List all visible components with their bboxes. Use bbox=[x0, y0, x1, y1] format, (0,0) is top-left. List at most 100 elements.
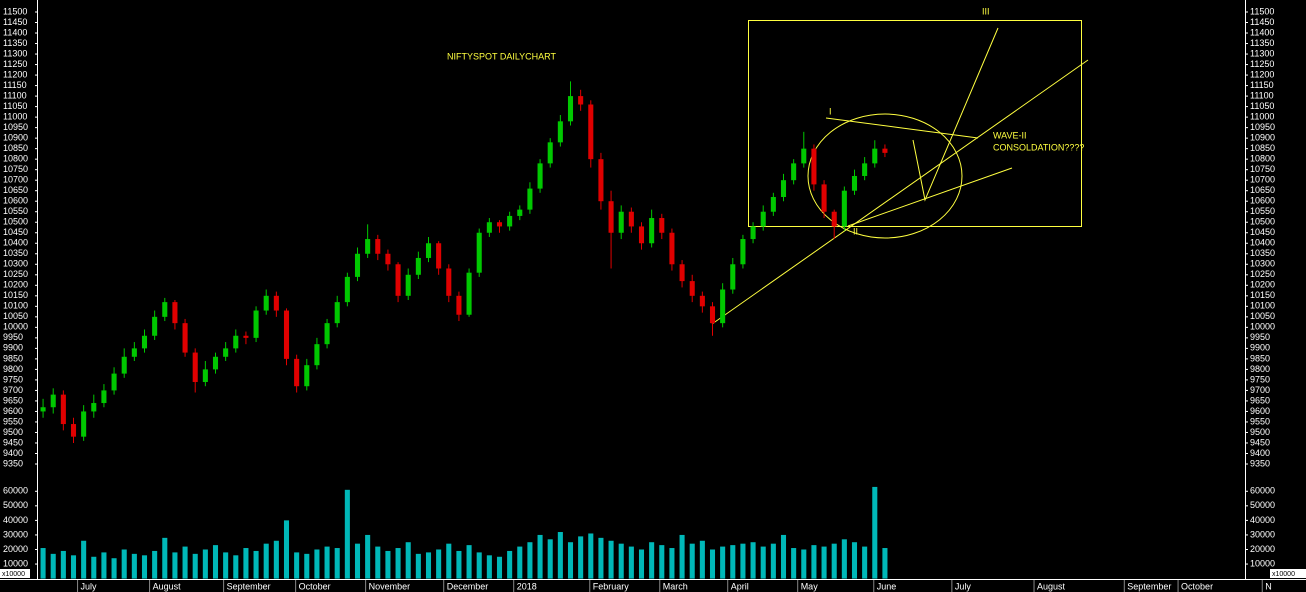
y-tick-label: 9600 bbox=[1250, 406, 1270, 416]
volume-bar bbox=[882, 548, 888, 579]
volume-bar bbox=[294, 552, 300, 579]
annotation-ellipse bbox=[807, 113, 963, 239]
annotation-note: WAVE-II bbox=[993, 130, 1027, 140]
volume-bar bbox=[638, 549, 645, 579]
y-tick-label: 9900 bbox=[1250, 343, 1270, 353]
volume-bar bbox=[436, 549, 442, 579]
y-tick-label: 10650 bbox=[1250, 185, 1275, 195]
volume-bar bbox=[750, 542, 756, 579]
volume-bar bbox=[466, 545, 472, 579]
y2-tick-label: 20000 bbox=[1250, 544, 1275, 554]
candle-body bbox=[557, 121, 563, 143]
y-tick-label: 11100 bbox=[1250, 90, 1274, 100]
x-tick-label: August bbox=[1037, 581, 1066, 591]
candle-body bbox=[294, 358, 300, 387]
y-tick-label: 10150 bbox=[3, 290, 28, 300]
volume-bar bbox=[273, 540, 279, 579]
volume-bar bbox=[507, 550, 513, 579]
candle-body bbox=[375, 239, 381, 254]
volume-bar bbox=[81, 540, 87, 579]
candle-body bbox=[334, 302, 340, 324]
candle-body bbox=[395, 264, 401, 296]
volume-bar bbox=[699, 540, 705, 579]
candle-body bbox=[699, 295, 705, 307]
y-tick-label: 10100 bbox=[1250, 301, 1275, 311]
candle-body bbox=[263, 295, 269, 311]
volume-bar bbox=[283, 520, 290, 579]
y-tick-label: 10950 bbox=[1250, 122, 1275, 132]
candle-body bbox=[121, 356, 127, 374]
volume-bar bbox=[780, 534, 787, 579]
volume-bar bbox=[263, 543, 269, 579]
y-tick-label: 11400 bbox=[1250, 27, 1274, 37]
candle-body bbox=[537, 163, 543, 189]
candle-body bbox=[223, 348, 229, 357]
volume-bar bbox=[720, 546, 726, 579]
y-tick-label: 11000 bbox=[1250, 111, 1274, 121]
y-tick-label: 9850 bbox=[3, 353, 23, 363]
y-tick-label: 9950 bbox=[1250, 332, 1270, 342]
candle-body bbox=[212, 356, 219, 370]
volume-bar bbox=[801, 549, 807, 579]
y-tick-label: 10050 bbox=[1250, 311, 1275, 321]
x-tick-label: March bbox=[663, 581, 688, 591]
volume-bar bbox=[841, 539, 847, 579]
volume-bar bbox=[141, 555, 148, 579]
chart-title: NIFTYSPOT DAILYCHART bbox=[447, 51, 557, 61]
candle-body bbox=[547, 142, 553, 164]
y2-tick-label: 40000 bbox=[1250, 515, 1275, 525]
volume-bar bbox=[121, 549, 127, 579]
candle-body bbox=[60, 394, 66, 425]
y-tick-label: 11050 bbox=[1250, 101, 1274, 111]
x-tick-label: October bbox=[1181, 581, 1213, 591]
candle-body bbox=[162, 302, 168, 317]
candle-body bbox=[496, 222, 503, 227]
volume-bar bbox=[243, 548, 249, 579]
candle-body bbox=[253, 310, 259, 338]
y-tick-label: 11400 bbox=[3, 27, 27, 37]
y-tick-label: 10200 bbox=[3, 280, 28, 290]
y-tick-label: 10350 bbox=[3, 248, 28, 258]
y2-tick-label: 50000 bbox=[3, 500, 28, 510]
candle-body bbox=[425, 243, 432, 258]
candle-body bbox=[172, 302, 178, 324]
volume-bar bbox=[60, 550, 66, 579]
x-tick-label: September bbox=[227, 581, 271, 591]
candle-body bbox=[476, 232, 482, 273]
y-tick-label: 10000 bbox=[3, 322, 28, 332]
volume-bar bbox=[517, 546, 523, 579]
y-tick-label: 9350 bbox=[3, 458, 23, 468]
y-tick-label: 9650 bbox=[3, 395, 23, 405]
y-tick-label: 10600 bbox=[1250, 196, 1275, 206]
candle-body bbox=[70, 424, 77, 437]
candle-body bbox=[669, 232, 675, 265]
volume-bar bbox=[486, 555, 492, 579]
volume-bar bbox=[314, 549, 320, 579]
candle-body bbox=[862, 163, 868, 176]
x-tick-label: July bbox=[955, 581, 972, 591]
y-tick-label: 9500 bbox=[1250, 427, 1270, 437]
y-tick-label: 10450 bbox=[3, 227, 28, 237]
candle-body bbox=[131, 348, 137, 357]
candle-body bbox=[841, 190, 847, 227]
candle-body bbox=[831, 211, 837, 227]
y-tick-label: 10400 bbox=[3, 238, 28, 248]
candle-body bbox=[243, 335, 249, 338]
wave-label: I bbox=[829, 106, 832, 116]
y-tick-label: 9950 bbox=[3, 332, 23, 342]
candle-body bbox=[760, 211, 766, 227]
y-tick-label: 10200 bbox=[1250, 280, 1275, 290]
volume-bar bbox=[537, 534, 543, 579]
candle-body bbox=[233, 335, 239, 349]
candle-body bbox=[283, 310, 290, 359]
y-tick-label: 11250 bbox=[3, 59, 27, 69]
volume-bar bbox=[365, 534, 371, 579]
volume-bar bbox=[557, 532, 563, 579]
volume-bar bbox=[405, 542, 411, 579]
candle-body bbox=[141, 335, 148, 349]
trend-line bbox=[711, 59, 1089, 325]
y-tick-label: 10100 bbox=[3, 301, 28, 311]
y-tick-label: 10300 bbox=[3, 259, 28, 269]
candle-body bbox=[608, 201, 614, 233]
candle-body bbox=[689, 281, 695, 296]
